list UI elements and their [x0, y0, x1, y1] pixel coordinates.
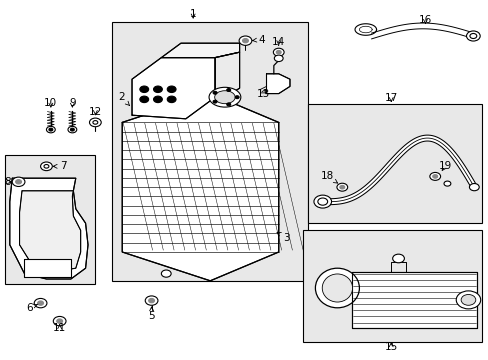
Circle shape — [460, 294, 475, 305]
Bar — [112, 22, 307, 281]
Text: 2: 2 — [118, 92, 129, 105]
Circle shape — [140, 96, 148, 103]
Circle shape — [455, 291, 480, 309]
Circle shape — [161, 270, 171, 277]
Circle shape — [213, 100, 217, 103]
Text: 11: 11 — [53, 323, 66, 333]
Circle shape — [235, 96, 239, 99]
Text: 3: 3 — [276, 232, 289, 243]
Circle shape — [153, 86, 162, 93]
Circle shape — [53, 316, 66, 326]
Text: 4: 4 — [252, 35, 264, 45]
Bar — [303, 230, 481, 342]
Circle shape — [44, 165, 49, 168]
Circle shape — [12, 177, 25, 186]
Polygon shape — [10, 178, 88, 279]
Circle shape — [38, 301, 43, 305]
Circle shape — [34, 298, 47, 308]
Circle shape — [276, 50, 281, 54]
Polygon shape — [351, 272, 476, 328]
Polygon shape — [132, 58, 215, 119]
Circle shape — [274, 55, 283, 62]
Text: 15: 15 — [384, 342, 397, 352]
Circle shape — [239, 36, 251, 45]
Polygon shape — [161, 43, 239, 58]
Circle shape — [469, 33, 476, 39]
Circle shape — [313, 195, 331, 208]
Polygon shape — [20, 191, 81, 272]
Circle shape — [93, 121, 98, 124]
Circle shape — [443, 181, 450, 186]
Circle shape — [167, 96, 176, 103]
Circle shape — [213, 91, 217, 94]
Circle shape — [70, 128, 74, 131]
Circle shape — [46, 126, 55, 133]
Text: 1: 1 — [189, 9, 196, 19]
Text: 6: 6 — [26, 303, 38, 313]
Circle shape — [148, 298, 154, 303]
Circle shape — [153, 96, 162, 103]
Polygon shape — [24, 259, 71, 277]
Text: 9: 9 — [69, 98, 76, 108]
Bar — [5, 155, 95, 284]
Text: 7: 7 — [53, 161, 67, 171]
Circle shape — [432, 175, 437, 178]
Circle shape — [466, 31, 479, 41]
Text: 17: 17 — [384, 93, 397, 103]
Circle shape — [429, 172, 440, 180]
Text: 13: 13 — [256, 89, 269, 99]
Polygon shape — [266, 74, 289, 94]
Circle shape — [339, 185, 344, 189]
Text: 16: 16 — [418, 15, 431, 25]
Text: 8: 8 — [4, 177, 11, 187]
Ellipse shape — [209, 87, 240, 107]
Circle shape — [226, 103, 230, 106]
Circle shape — [468, 184, 478, 191]
Circle shape — [226, 89, 230, 91]
Polygon shape — [122, 94, 278, 281]
Circle shape — [16, 180, 21, 184]
Polygon shape — [215, 52, 239, 97]
Ellipse shape — [214, 91, 235, 104]
Circle shape — [57, 319, 62, 323]
Text: 12: 12 — [88, 107, 102, 117]
Text: 10: 10 — [44, 98, 57, 108]
Circle shape — [41, 162, 52, 171]
Circle shape — [68, 126, 77, 133]
Circle shape — [140, 86, 148, 93]
Circle shape — [273, 48, 284, 56]
Text: 5: 5 — [148, 307, 155, 321]
Ellipse shape — [322, 274, 352, 302]
Circle shape — [336, 183, 347, 191]
Circle shape — [317, 198, 327, 205]
Circle shape — [145, 296, 158, 305]
Bar — [307, 104, 481, 223]
Text: 14: 14 — [271, 37, 285, 48]
Circle shape — [49, 128, 53, 131]
Circle shape — [89, 118, 101, 127]
Text: 18: 18 — [320, 171, 337, 183]
Circle shape — [167, 86, 176, 93]
Circle shape — [242, 39, 248, 43]
Circle shape — [392, 254, 404, 263]
Text: 19: 19 — [437, 161, 451, 171]
Ellipse shape — [315, 268, 359, 308]
